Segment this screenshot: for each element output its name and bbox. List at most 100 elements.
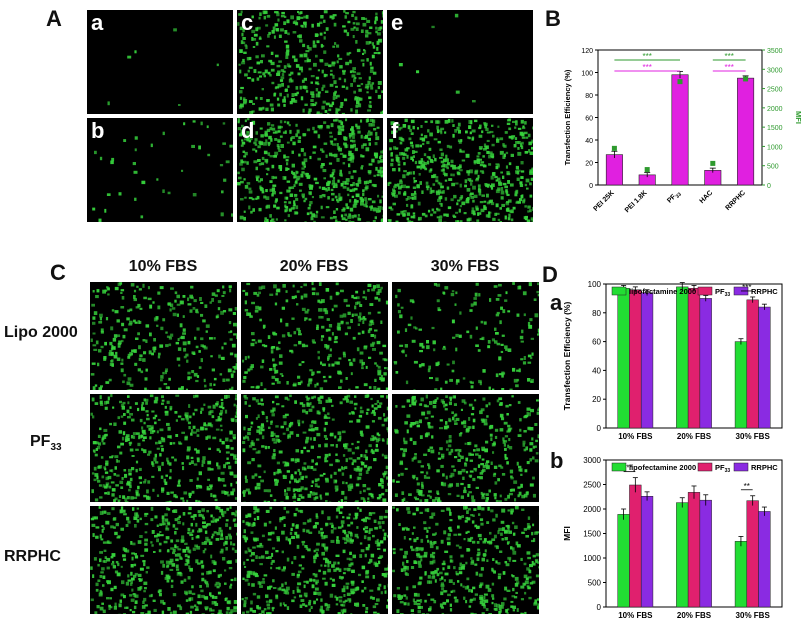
y-right-tick-label: 0 xyxy=(767,183,771,190)
micrograph-c: c xyxy=(237,10,383,114)
y-axis-label: Transfection Efficiency (%) xyxy=(562,302,572,411)
y-tick-label: 0 xyxy=(597,603,602,612)
micrograph-a: a xyxy=(87,10,233,114)
cell-fluorescence xyxy=(90,282,237,390)
micrograph-row3-col2 xyxy=(241,506,388,614)
mfi-marker xyxy=(677,79,683,85)
micrograph-row2-col2 xyxy=(241,394,388,502)
legend-swatch xyxy=(697,286,713,296)
x-tick-label: HAC xyxy=(699,189,715,205)
tile-label: f xyxy=(391,118,399,143)
cell-fluorescence xyxy=(107,28,219,106)
micrograph-f: f xyxy=(387,118,533,222)
micrograph-row3-col1 xyxy=(90,506,237,614)
legend-swatch xyxy=(733,462,749,472)
micrograph-d: d xyxy=(237,118,383,222)
y-tick-label: 80 xyxy=(592,309,601,318)
column-header: 30% FBS xyxy=(430,258,500,275)
y-right-tick-label: 2000 xyxy=(767,106,783,113)
y-tick-label: 60 xyxy=(585,116,593,123)
bar xyxy=(676,502,689,608)
y-tick-label: 0 xyxy=(597,424,602,433)
y-tick-label: 120 xyxy=(581,48,593,55)
micrograph-e: e xyxy=(387,10,533,114)
bar xyxy=(746,299,759,429)
micrograph-row1-col3 xyxy=(392,282,539,390)
x-tick-label: 10% FBS xyxy=(618,611,653,620)
cell-fluorescence xyxy=(237,118,383,222)
panel-label-b: B xyxy=(545,6,561,31)
tile-label: e xyxy=(391,10,404,35)
x-tick-label: 20% FBS xyxy=(677,432,712,441)
bar xyxy=(629,289,642,429)
chart-b-transfection-mfi: 0 20 40 60 80 100 120 0 500 1000 1500 2000 2500 3000 3… xyxy=(563,48,801,214)
tile-label: b xyxy=(91,118,105,143)
y-tick-label: 40 xyxy=(592,366,601,375)
bar xyxy=(758,511,771,608)
y-tick-label: 80 xyxy=(585,93,593,100)
mfi-marker xyxy=(644,167,650,173)
bar xyxy=(746,500,759,608)
significance-label: *** xyxy=(643,52,652,61)
bar xyxy=(758,306,771,429)
cell-fluorescence xyxy=(242,282,388,390)
y-axis-label: Transfection Efficiency (%) xyxy=(563,69,572,165)
micrograph-row3-col3 xyxy=(392,506,539,614)
micrograph-row1-col2 xyxy=(241,282,388,390)
column-header: 20% FBS xyxy=(279,258,349,275)
y-tick-label: 3000 xyxy=(583,456,601,465)
legend-swatch xyxy=(611,462,627,472)
cell-fluorescence xyxy=(237,10,383,114)
cell-fluorescence xyxy=(242,394,388,502)
panel-label-c: C xyxy=(50,260,66,285)
cell-fluorescence xyxy=(92,120,233,222)
y-tick-label: 1500 xyxy=(583,530,601,539)
legend-label: PF33 xyxy=(715,287,730,298)
bar xyxy=(737,77,755,186)
significance-label: *** xyxy=(725,52,734,61)
x-tick-label: RRPHC xyxy=(724,189,747,212)
bar xyxy=(617,514,630,608)
y-tick-label: 2000 xyxy=(583,505,601,514)
y-right-tick-label: 2500 xyxy=(767,87,783,94)
y-tick-label: 100 xyxy=(581,71,593,78)
bar xyxy=(699,499,712,608)
y-right-tick-label: 3500 xyxy=(767,48,783,55)
cell-fluorescence xyxy=(392,394,539,502)
mfi-marker xyxy=(710,160,716,166)
micrograph-row2-col3 xyxy=(392,394,539,502)
y-right-tick-label: 500 xyxy=(767,164,779,171)
cell-fluorescence xyxy=(398,13,476,103)
y-tick-label: 2500 xyxy=(583,481,601,490)
cell-fluorescence xyxy=(90,506,237,614)
tile-label: c xyxy=(241,10,254,35)
mfi-marker xyxy=(611,145,617,151)
y-tick-label: 60 xyxy=(592,338,601,347)
bar xyxy=(734,341,748,429)
mfi-marker xyxy=(743,76,749,82)
cell-fluorescence xyxy=(393,282,539,390)
micrograph-row1-col1 xyxy=(90,282,237,390)
bar xyxy=(605,154,623,186)
legend-label: RRPHC xyxy=(751,287,778,296)
x-tick-label: PEI 1.8K xyxy=(624,189,649,214)
micrograph-b: b xyxy=(87,118,233,222)
significance-label: *** xyxy=(725,63,734,72)
cell-fluorescence xyxy=(387,118,533,222)
row-header: Lipo 2000 xyxy=(4,324,78,341)
y-tick-label: 20 xyxy=(592,395,601,404)
panel-label-d-a: a xyxy=(550,290,563,315)
bar xyxy=(699,298,712,429)
panel-label-a: A xyxy=(46,6,62,31)
tile-label: d xyxy=(241,118,255,143)
chart-d-a-transfection: 0 20 40 60 80 100 Transfection Efficiency (%) 1… xyxy=(562,280,783,441)
legend-label: PF33 xyxy=(715,463,730,474)
legend-label: RRPHC xyxy=(751,463,778,472)
legend-swatch xyxy=(611,286,627,296)
x-tick-label: 30% FBS xyxy=(736,611,771,620)
bar xyxy=(676,286,689,429)
y-tick-label: 40 xyxy=(585,138,593,145)
row-header: RRPHC xyxy=(4,548,61,565)
legend-label: lipofectamine 2000 xyxy=(629,287,696,296)
significance-label: ** xyxy=(744,482,750,491)
